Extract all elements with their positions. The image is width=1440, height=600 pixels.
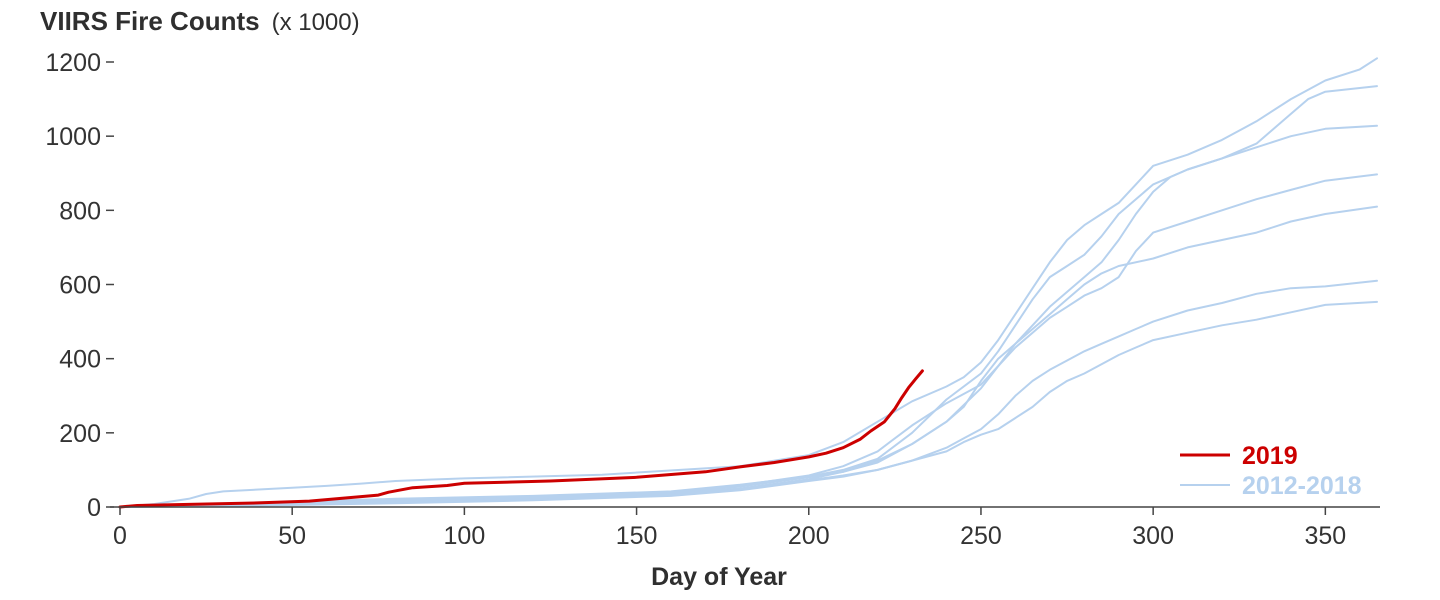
- y-tick-label: 1200: [45, 49, 101, 77]
- series-line-historical-2: [119, 85, 1378, 508]
- series-layer: [118, 57, 1378, 509]
- series-line-historical-1: [119, 57, 1378, 508]
- y-tick-label: 0: [87, 494, 101, 522]
- series-line-historical-6: [119, 279, 1378, 508]
- series-line-historical-4: [119, 173, 1378, 508]
- y-axis: 0 200 400 600 800 1000 1200: [45, 49, 114, 522]
- legend-label-1: 2012-2018: [1242, 472, 1362, 500]
- chart-title-unit: (x 1000): [272, 9, 360, 36]
- x-tick-label: 250: [960, 522, 1002, 550]
- x-tick-label: 300: [1132, 522, 1174, 550]
- series-line-historical-5: [119, 205, 1378, 508]
- chart-title: VIIRS Fire Counts (x 1000): [40, 6, 360, 36]
- x-axis-label: Day of Year: [651, 563, 787, 591]
- x-tick-label: 200: [788, 522, 830, 550]
- series-line-historical-3: [119, 124, 1378, 508]
- y-tick-label: 800: [59, 197, 101, 225]
- x-tick-label: 150: [616, 522, 658, 550]
- x-axis: 0 50 100 150 200 250 300 350: [113, 507, 1346, 550]
- y-tick-label: 400: [59, 346, 101, 374]
- series-line-current: [118, 369, 924, 509]
- legend-label-0: 2019: [1242, 442, 1298, 470]
- y-tick-label: 600: [59, 272, 101, 300]
- x-tick-label: 0: [113, 522, 127, 550]
- series-line-historical-7: [119, 300, 1378, 508]
- y-tick-label: 200: [59, 420, 101, 448]
- y-tick-label: 1000: [45, 123, 101, 151]
- x-tick-label: 100: [444, 522, 486, 550]
- x-tick-label: 350: [1304, 522, 1346, 550]
- x-tick-label: 50: [278, 522, 306, 550]
- chart-title-main: VIIRS Fire Counts: [40, 6, 260, 36]
